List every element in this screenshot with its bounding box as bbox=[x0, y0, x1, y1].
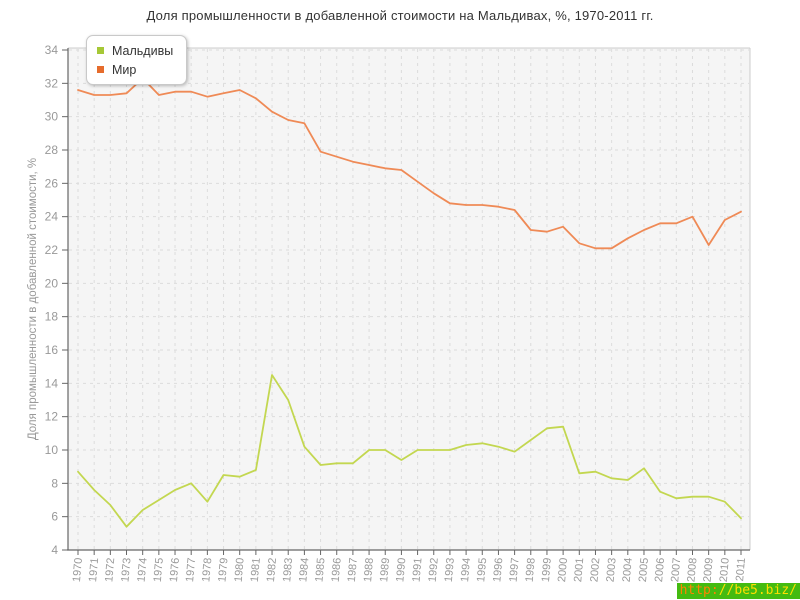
x-tick-label: 1977 bbox=[184, 557, 198, 582]
x-tick-label: 1970 bbox=[71, 557, 85, 582]
y-tick-label: 32 bbox=[45, 76, 59, 90]
x-tick-label: 1993 bbox=[443, 557, 457, 582]
x-tick-label: 2002 bbox=[588, 557, 602, 582]
x-tick-label: 1986 bbox=[330, 557, 344, 582]
x-tick-label: 2006 bbox=[653, 557, 667, 582]
y-tick-label: 6 bbox=[51, 510, 58, 524]
x-tick-label: 1980 bbox=[233, 557, 247, 582]
x-tick-label: 1975 bbox=[152, 557, 166, 582]
x-tick-label: 1997 bbox=[508, 557, 522, 582]
x-tick-label: 1984 bbox=[297, 557, 311, 582]
x-tick-label: 1971 bbox=[87, 557, 101, 582]
legend-label-maldives: Мальдивы bbox=[112, 43, 174, 58]
x-tick-label: 1994 bbox=[459, 557, 473, 582]
x-tick-label: 2007 bbox=[669, 557, 683, 582]
y-axis-title: Доля промышленности в добавленной стоимо… bbox=[27, 158, 39, 440]
y-tick-label: 20 bbox=[45, 276, 59, 290]
x-tick-label: 1998 bbox=[524, 557, 538, 582]
y-tick-label: 34 bbox=[45, 43, 59, 57]
x-tick-label: 1989 bbox=[378, 557, 392, 582]
series-line-world bbox=[77, 77, 742, 250]
legend-swatch-maldives-icon bbox=[97, 47, 104, 54]
watermark-prefix: http: bbox=[679, 583, 719, 598]
x-tick-label: 1988 bbox=[362, 557, 376, 582]
x-tick-label: 1982 bbox=[265, 557, 279, 582]
x-tick-label: 2009 bbox=[702, 557, 716, 582]
x-tick-label: 1990 bbox=[394, 557, 408, 582]
legend-item-world: Мир bbox=[97, 60, 173, 79]
y-tick-label: 12 bbox=[45, 410, 59, 424]
x-tick-label: 1974 bbox=[136, 557, 150, 582]
x-tick-label: 2010 bbox=[718, 557, 732, 582]
x-tick-label: 1972 bbox=[103, 557, 117, 582]
y-tick-label: 26 bbox=[45, 176, 59, 190]
x-tick-label: 1991 bbox=[410, 557, 424, 582]
x-tick-label: 2005 bbox=[637, 557, 651, 582]
x-tick-label: 1983 bbox=[281, 557, 295, 582]
y-tick-label: 30 bbox=[45, 110, 59, 124]
x-tick-label: 1976 bbox=[168, 557, 182, 582]
x-tick-label: 2003 bbox=[605, 557, 619, 582]
x-tick-label: 1978 bbox=[200, 557, 214, 582]
x-tick-label: 1979 bbox=[216, 557, 230, 582]
x-tick-label: 2000 bbox=[556, 557, 570, 582]
y-tick-label: 16 bbox=[45, 343, 59, 357]
legend: Мальдивы Мир bbox=[86, 35, 188, 85]
x-tick-label: 1995 bbox=[475, 557, 489, 582]
y-tick-label: 4 bbox=[51, 543, 58, 557]
y-tick-label: 24 bbox=[45, 210, 59, 224]
x-tick-label: 1981 bbox=[249, 557, 263, 582]
watermark-link[interactable]: http://be5.biz/ bbox=[676, 583, 800, 599]
x-tick-label: 1985 bbox=[313, 557, 327, 582]
plot-area bbox=[68, 48, 750, 550]
legend-label-world: Мир bbox=[112, 62, 137, 77]
x-tick-label: 1973 bbox=[119, 557, 133, 582]
y-tick-label: 14 bbox=[45, 376, 59, 390]
x-tick-label: 1987 bbox=[346, 557, 360, 582]
x-tick-label: 2001 bbox=[572, 557, 586, 582]
y-tick-label: 10 bbox=[45, 443, 59, 457]
y-tick-label: 28 bbox=[45, 143, 59, 157]
legend-swatch-world-icon bbox=[97, 66, 104, 73]
x-tick-label: 2008 bbox=[685, 557, 699, 582]
x-tick-label: 2004 bbox=[621, 557, 635, 582]
y-tick-label: 18 bbox=[45, 310, 59, 324]
watermark-suffix: //be5.biz/ bbox=[718, 583, 797, 598]
x-tick-label: 1996 bbox=[491, 557, 505, 582]
y-tick-label: 8 bbox=[51, 476, 58, 490]
series-line-maldives bbox=[77, 374, 742, 528]
x-tick-label: 2011 bbox=[734, 557, 748, 582]
y-tick-label: 22 bbox=[45, 243, 59, 257]
x-tick-label: 1992 bbox=[427, 557, 441, 582]
legend-item-maldives: Мальдивы bbox=[97, 41, 173, 60]
x-tick-label: 1999 bbox=[540, 557, 554, 582]
chart-title: Доля промышленности в добавленной стоимо… bbox=[146, 8, 654, 23]
